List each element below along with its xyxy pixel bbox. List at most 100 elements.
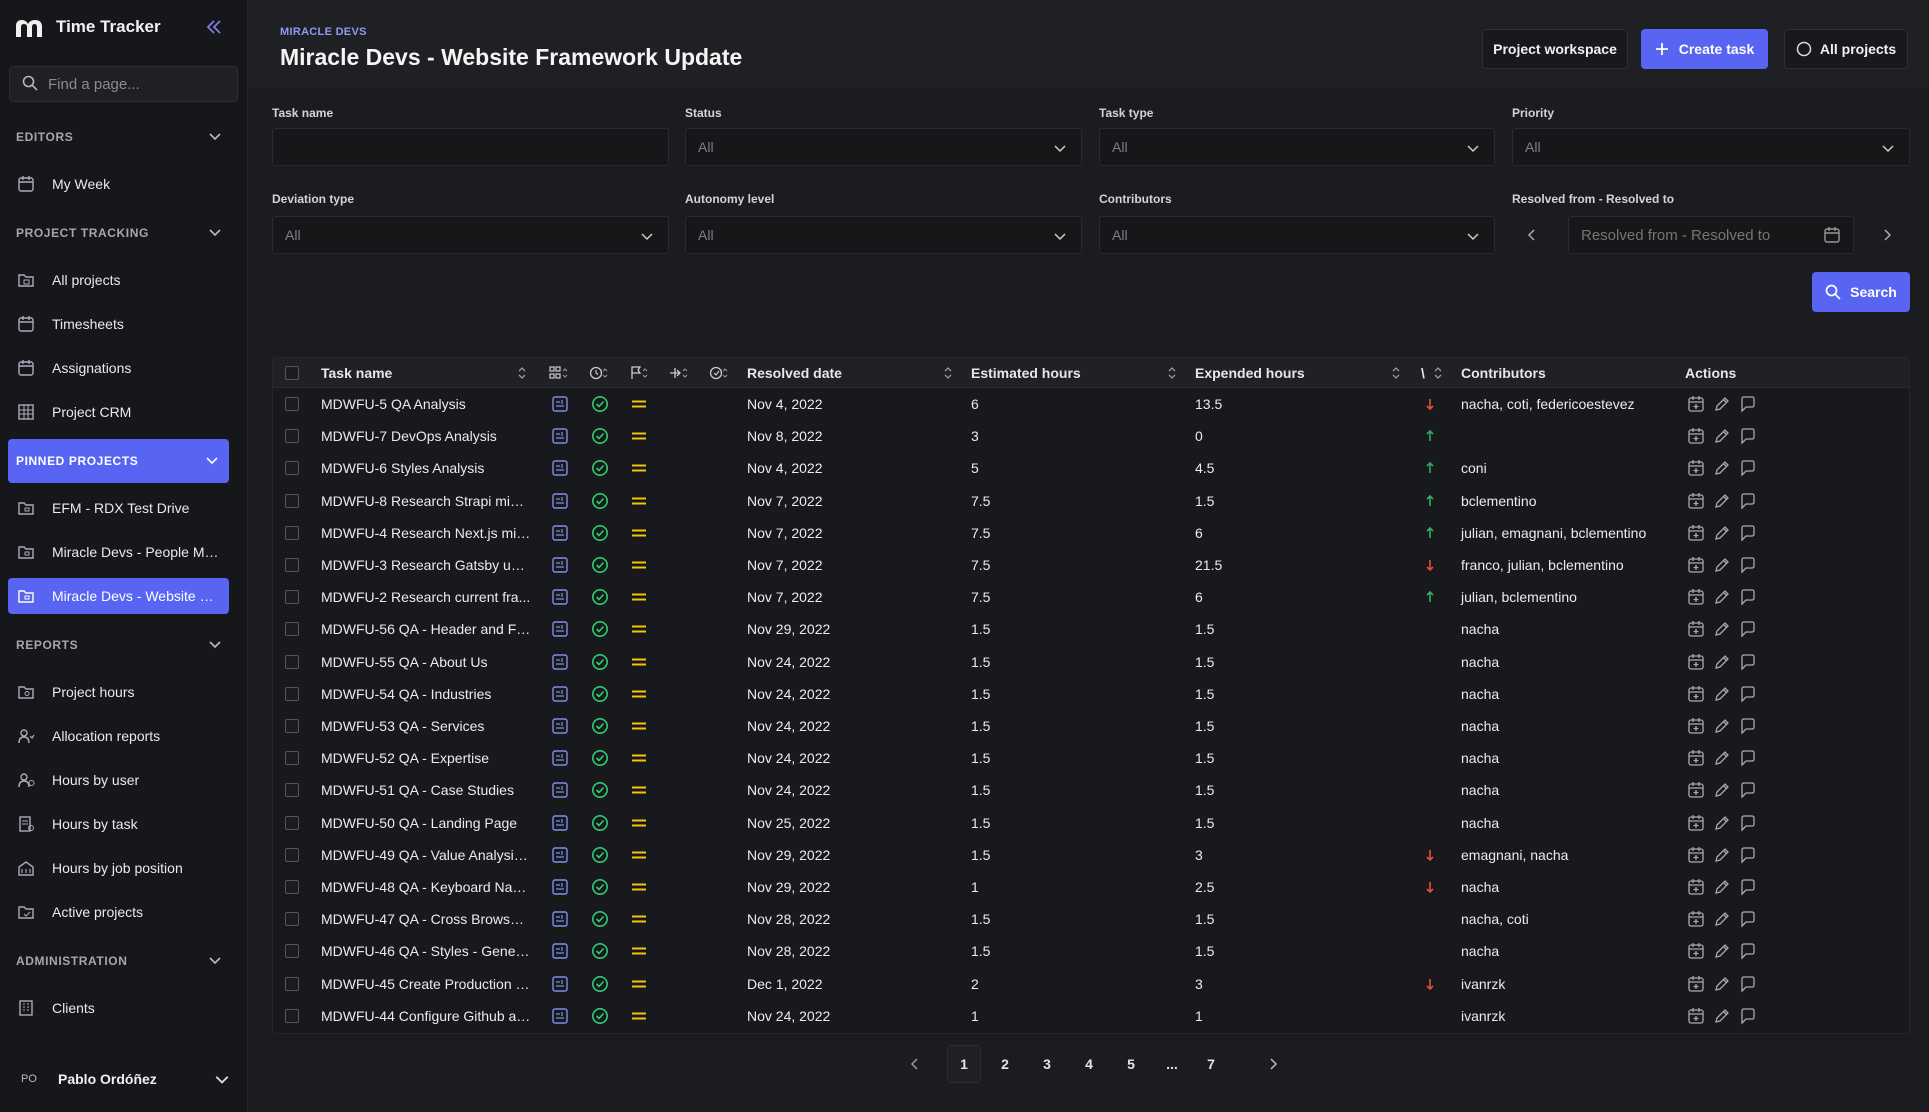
row-checkbox[interactable] [285, 493, 299, 508]
resolved-column-check-icon[interactable] [709, 365, 729, 384]
add-time-calendar-icon[interactable] [1687, 524, 1705, 542]
comment-icon[interactable] [1739, 427, 1757, 445]
edit-pencil-icon[interactable] [1713, 781, 1731, 799]
comment-icon[interactable] [1739, 524, 1757, 542]
task-name-input[interactable] [285, 139, 649, 155]
contributors-select[interactable]: All [1099, 216, 1495, 254]
sidebar-item-hours-by-user[interactable]: Hours by user [8, 762, 229, 798]
task-name-cell[interactable]: MDWFU-46 QA - Styles - General [321, 935, 531, 967]
row-checkbox[interactable] [285, 429, 299, 444]
row-checkbox[interactable] [285, 461, 299, 476]
edit-pencil-icon[interactable] [1713, 878, 1731, 896]
section-administration[interactable]: ADMINISTRATION [0, 943, 248, 979]
add-time-calendar-icon[interactable] [1687, 781, 1705, 799]
row-checkbox[interactable] [285, 912, 299, 927]
sort-icon[interactable] [1167, 366, 1177, 383]
priority-select[interactable]: All [1512, 128, 1910, 166]
comment-icon[interactable] [1739, 781, 1757, 799]
table-row[interactable]: MDWFU-53 QA - Services Nov 24, 2022 1.5 … [273, 710, 1909, 742]
comment-icon[interactable] [1739, 878, 1757, 896]
row-checkbox[interactable] [285, 847, 299, 862]
row-checkbox[interactable] [285, 783, 299, 798]
pagination-next-icon[interactable] [1258, 1045, 1288, 1083]
comment-icon[interactable] [1739, 395, 1757, 413]
task-type-select[interactable]: All [1099, 128, 1495, 166]
pagination-page[interactable]: 5 [1127, 1056, 1135, 1072]
edit-pencil-icon[interactable] [1713, 620, 1731, 638]
resolved-range-field[interactable] [1568, 216, 1854, 254]
edit-pencil-icon[interactable] [1713, 975, 1731, 993]
task-name-cell[interactable]: MDWFU-54 QA - Industries [321, 678, 531, 710]
add-time-calendar-icon[interactable] [1687, 975, 1705, 993]
task-name-field[interactable] [272, 128, 669, 166]
row-checkbox[interactable] [285, 751, 299, 766]
sidebar-item-assignations[interactable]: Assignations [8, 350, 229, 386]
comment-icon[interactable] [1739, 814, 1757, 832]
add-time-calendar-icon[interactable] [1687, 846, 1705, 864]
table-row[interactable]: MDWFU-44 Configure Github ac... Nov 24, … [273, 1000, 1909, 1032]
comment-icon[interactable] [1739, 942, 1757, 960]
row-checkbox[interactable] [285, 944, 299, 959]
add-time-calendar-icon[interactable] [1687, 459, 1705, 477]
chevron-left-icon[interactable] [1517, 220, 1547, 250]
row-checkbox[interactable] [285, 590, 299, 605]
add-time-calendar-icon[interactable] [1687, 556, 1705, 574]
edit-pencil-icon[interactable] [1713, 395, 1731, 413]
row-checkbox[interactable] [285, 558, 299, 572]
task-name-cell[interactable]: MDWFU-5 QA Analysis [321, 388, 531, 420]
task-name-cell[interactable]: MDWFU-51 QA - Case Studies [321, 774, 531, 806]
row-checkbox[interactable] [285, 397, 299, 411]
table-row[interactable]: MDWFU-5 QA Analysis Nov 4, 2022 6 13.5 n… [273, 388, 1909, 420]
sidebar-item-allocation-reports[interactable]: Allocation reports [8, 718, 229, 754]
pagination-page[interactable]: 7 [1207, 1056, 1215, 1072]
sort-icon[interactable] [1433, 366, 1443, 383]
select-all-checkbox[interactable] [285, 366, 299, 380]
autonomy-column-icon[interactable] [669, 365, 689, 384]
row-checkbox[interactable] [285, 654, 299, 669]
row-checkbox[interactable] [285, 686, 299, 701]
task-name-cell[interactable]: MDWFU-52 QA - Expertise [321, 742, 531, 774]
row-checkbox[interactable] [285, 976, 299, 991]
edit-pencil-icon[interactable] [1713, 685, 1731, 703]
table-row[interactable]: MDWFU-46 QA - Styles - General Nov 28, 2… [273, 935, 1909, 967]
task-name-cell[interactable]: MDWFU-7 DevOps Analysis [321, 420, 531, 452]
table-row[interactable]: MDWFU-50 QA - Landing Page Nov 25, 2022 … [273, 807, 1909, 839]
deviation-type-select[interactable]: All [272, 216, 669, 254]
comment-icon[interactable] [1739, 653, 1757, 671]
task-name-cell[interactable]: MDWFU-55 QA - About Us [321, 646, 531, 678]
add-time-calendar-icon[interactable] [1687, 878, 1705, 896]
row-checkbox[interactable] [285, 815, 299, 830]
row-checkbox[interactable] [285, 880, 299, 894]
comment-icon[interactable] [1739, 846, 1757, 864]
edit-pencil-icon[interactable] [1713, 653, 1731, 671]
autonomy-level-select[interactable]: All [685, 216, 1082, 254]
task-name-cell[interactable]: MDWFU-49 QA - Value Analysis ... [321, 839, 531, 871]
edit-pencil-icon[interactable] [1713, 814, 1731, 832]
add-time-calendar-icon[interactable] [1687, 620, 1705, 638]
add-time-calendar-icon[interactable] [1687, 1007, 1705, 1025]
add-time-calendar-icon[interactable] [1687, 814, 1705, 832]
table-row[interactable]: MDWFU-51 QA - Case Studies Nov 24, 2022 … [273, 774, 1909, 806]
brand[interactable]: Time Tracker [14, 14, 161, 40]
search-button[interactable]: Search [1812, 272, 1910, 312]
sidebar-item-miracle-people[interactable]: Miracle Devs - People Ma... [8, 534, 229, 570]
find-page-search[interactable] [9, 66, 238, 102]
edit-pencil-icon[interactable] [1713, 942, 1731, 960]
table-row[interactable]: MDWFU-49 QA - Value Analysis ... Nov 29,… [273, 839, 1909, 871]
section-project-tracking[interactable]: PROJECT TRACKING [0, 215, 248, 251]
sidebar-item-timesheets[interactable]: Timesheets [8, 306, 229, 342]
edit-pencil-icon[interactable] [1713, 749, 1731, 767]
table-row[interactable]: MDWFU-7 DevOps Analysis Nov 8, 2022 3 0 [273, 420, 1909, 452]
project-workspace-button[interactable]: Project workspace [1482, 29, 1628, 69]
sidebar-item-efm-rdx[interactable]: EFM - RDX Test Drive [8, 490, 229, 526]
row-checkbox[interactable] [285, 1008, 299, 1023]
table-row[interactable]: MDWFU-8 Research Strapi migr... Nov 7, 2… [273, 485, 1909, 517]
edit-pencil-icon[interactable] [1713, 427, 1731, 445]
table-row[interactable]: MDWFU-47 QA - Cross Browser ... Nov 28, … [273, 903, 1909, 935]
task-name-cell[interactable]: MDWFU-44 Configure Github ac... [321, 1000, 531, 1032]
comment-icon[interactable] [1739, 975, 1757, 993]
add-time-calendar-icon[interactable] [1687, 492, 1705, 510]
comment-icon[interactable] [1739, 749, 1757, 767]
row-checkbox[interactable] [285, 525, 299, 540]
task-name-cell[interactable]: MDWFU-50 QA - Landing Page [321, 807, 531, 839]
